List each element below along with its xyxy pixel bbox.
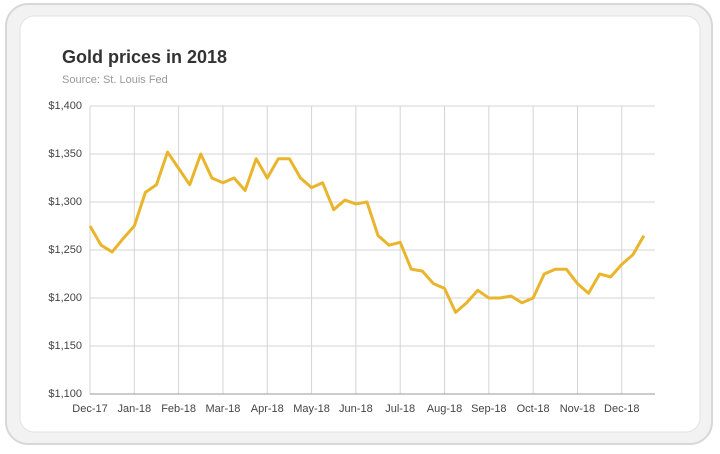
x-tick-label: Mar-18 — [206, 403, 241, 415]
x-tick-label: Apr-18 — [251, 403, 284, 415]
x-tick-label: Jul-18 — [385, 403, 415, 415]
x-tick-label: May-18 — [293, 403, 330, 415]
chart-subtitle: Source: St. Louis Fed — [62, 74, 168, 86]
x-tick-label: Dec-17 — [72, 403, 107, 415]
chart-title: Gold prices in 2018 — [62, 47, 227, 67]
x-tick-label: Oct-18 — [517, 403, 550, 415]
x-tick-label: Jun-18 — [339, 403, 373, 415]
x-tick-label: Feb-18 — [161, 403, 196, 415]
y-tick-label: $1,350 — [48, 148, 82, 160]
y-tick-label: $1,100 — [48, 388, 82, 400]
x-tick-label: Aug-18 — [427, 403, 462, 415]
x-tick-label: Sep-18 — [471, 403, 506, 415]
x-tick-label: Jan-18 — [117, 403, 151, 415]
y-tick-label: $1,400 — [48, 100, 82, 112]
y-tick-label: $1,150 — [48, 340, 82, 352]
x-tick-label: Nov-18 — [560, 403, 595, 415]
card — [19, 15, 701, 433]
y-tick-label: $1,200 — [48, 292, 82, 304]
y-tick-label: $1,250 — [48, 244, 82, 256]
x-tick-label: Dec-18 — [604, 403, 639, 415]
price-line — [88, 150, 646, 314]
y-tick-label: $1,300 — [48, 196, 82, 208]
